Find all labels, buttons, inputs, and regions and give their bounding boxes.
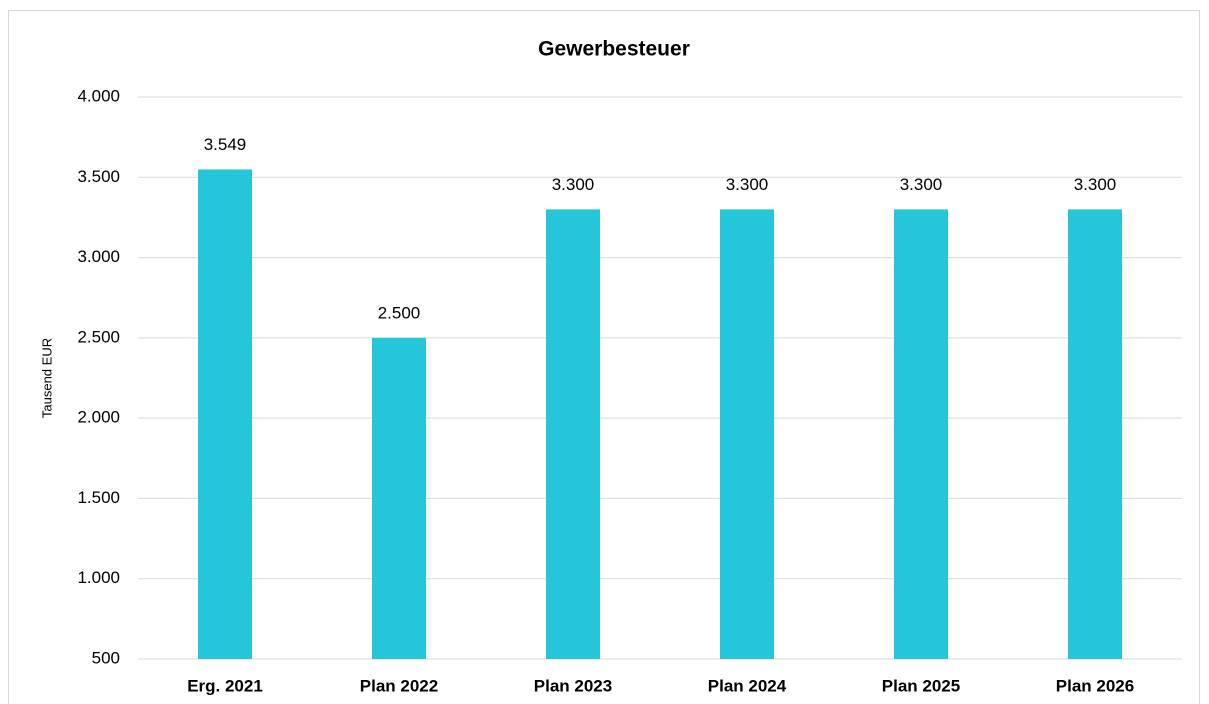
y-tick-label: 1.000 [77,568,120,587]
value-label: 3.300 [900,175,943,194]
bar [894,209,948,659]
y-tick-label: 3.000 [77,247,120,266]
x-tick-label: Plan 2024 [708,676,787,695]
y-tick-label: 1.500 [77,488,120,507]
x-tick-label: Erg. 2021 [187,676,263,695]
y-tick-label: 500 [92,648,120,667]
bar [198,169,252,659]
x-tick-label: Plan 2022 [360,676,438,695]
y-axis-title: Tausend EUR [39,338,54,418]
y-tick-label: 2.500 [77,327,120,346]
bar [546,209,600,659]
y-tick-label: 4.000 [77,86,120,105]
value-label: 3.300 [1074,175,1117,194]
value-label: 3.300 [726,175,769,194]
bar [720,209,774,659]
x-tick-label: Plan 2025 [882,676,960,695]
bar [372,337,426,659]
value-label: 3.549 [204,135,247,154]
value-label: 2.500 [378,303,421,322]
chart-title: Gewerbesteuer [538,38,690,61]
bar [1068,209,1122,659]
value-label: 3.300 [552,175,595,194]
y-tick-label: 2.000 [77,408,120,427]
chart-border [8,10,1200,704]
x-tick-label: Plan 2023 [534,676,612,695]
y-tick-label: 3.500 [77,167,120,186]
x-tick-label: Plan 2026 [1056,676,1134,695]
